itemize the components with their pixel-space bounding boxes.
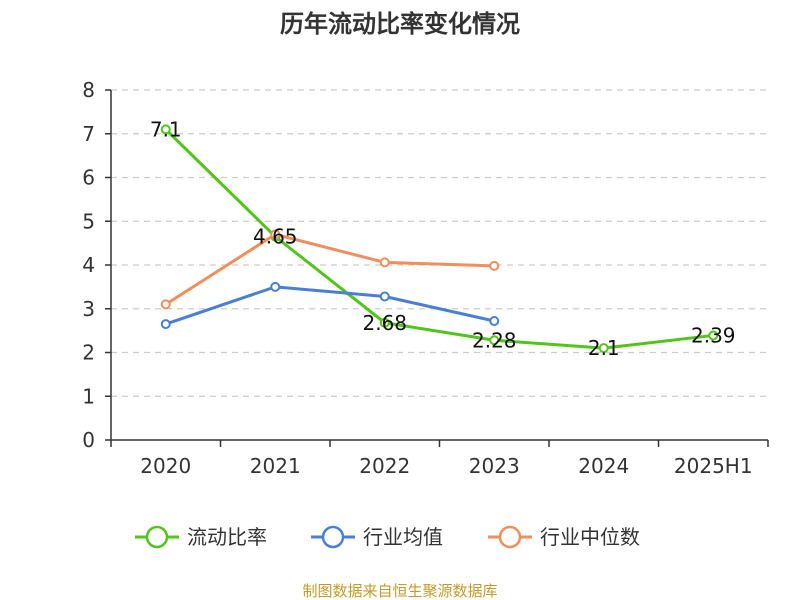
y-tick-label: 2 [82, 341, 95, 365]
x-tick-label: 2024 [578, 454, 629, 478]
legend-item[interactable]: 行业均值 [311, 525, 443, 549]
legend-label: 流动比率 [187, 525, 267, 549]
y-tick-label: 0 [82, 428, 95, 452]
data-point [489, 316, 500, 326]
series-line [165, 285, 495, 326]
x-tick-label: 2023 [469, 454, 520, 478]
data-point [379, 291, 390, 302]
data-label: 2.1 [588, 336, 620, 360]
x-tick-label: 2022 [359, 454, 410, 478]
data-point [160, 319, 171, 330]
data-label: 2.68 [362, 311, 407, 335]
series-line [164, 128, 714, 350]
data-point [379, 257, 390, 268]
data-point [270, 281, 281, 292]
y-tick-label: 8 [82, 78, 95, 102]
y-tick-label: 1 [82, 384, 95, 408]
y-tick-label: 6 [82, 166, 95, 190]
series-line [164, 232, 495, 306]
data-point [160, 124, 171, 135]
grid-lines [111, 89, 768, 397]
data-point [708, 330, 719, 341]
y-axis-tick-labels: 0 1 2 3 4 5 6 7 8 [82, 78, 95, 452]
data-label: 2.28 [472, 328, 517, 352]
data-labels: 7.1 4.65 2.68 2.28 2.1 2.39 [150, 117, 736, 360]
x-tick-label: 2021 [250, 454, 301, 478]
legend-marker [321, 525, 345, 549]
x-tick-label: 2025H1 [674, 454, 753, 478]
data-point [489, 260, 500, 271]
legend-marker [145, 525, 169, 549]
y-tick-label: 3 [82, 297, 95, 321]
axes [105, 89, 769, 447]
data-point [270, 229, 281, 240]
x-tick-label: 2020 [140, 454, 191, 478]
data-label: 2.39 [691, 323, 736, 347]
y-tick-label: 5 [82, 209, 95, 233]
legend-item[interactable]: 流动比率 [135, 525, 267, 549]
y-tick-label: 7 [82, 122, 95, 146]
x-axis-tick-labels: 2020 2021 2022 2023 2024 2025H1 [140, 454, 752, 478]
data-point [379, 317, 390, 328]
legend-item[interactable]: 行业中位数 [488, 525, 640, 549]
legend-label: 行业中位数 [540, 525, 640, 549]
y-tick-label: 4 [82, 253, 95, 277]
data-point [489, 335, 500, 346]
legend: 流动比率 行业均值 行业中位数 [135, 525, 640, 549]
chart-title: 历年流动比率变化情况 [280, 10, 520, 38]
legend-label: 行业均值 [363, 525, 443, 549]
source-note: 制图数据来自恒生聚源数据库 [302, 582, 497, 600]
data-point [598, 343, 609, 354]
data-point [160, 299, 171, 310]
legend-marker [498, 525, 522, 549]
series-lines [160, 124, 719, 354]
data-label: 4.65 [253, 225, 298, 249]
data-label: 7.1 [150, 117, 182, 141]
